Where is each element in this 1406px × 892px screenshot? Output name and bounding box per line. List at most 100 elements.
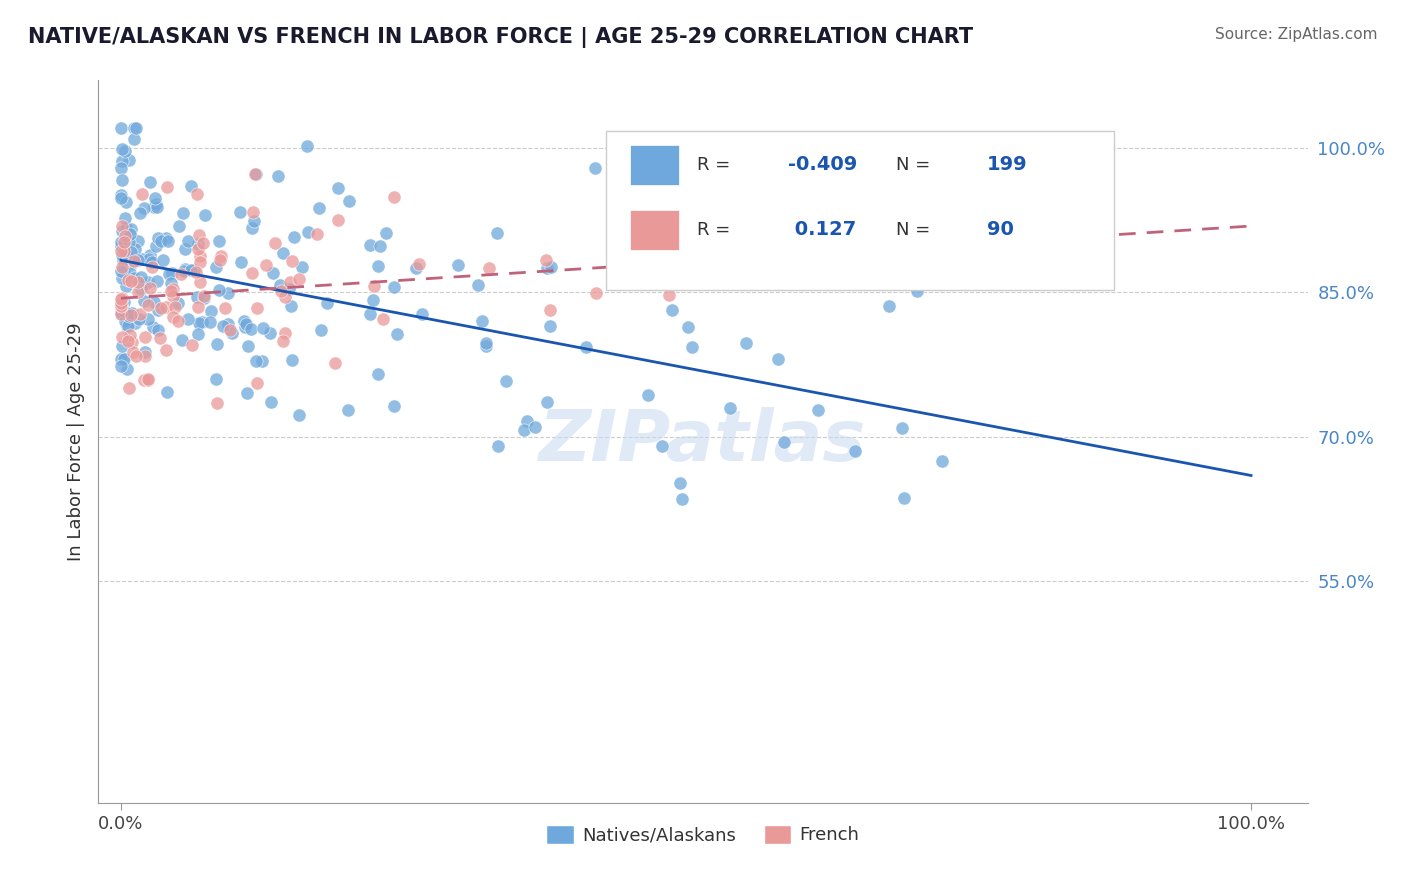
Point: [309, 323, 332, 337]
Point: [273, 246, 295, 260]
Point: [516, 415, 538, 429]
Point: [132, 201, 155, 215]
Point: [111, 329, 134, 343]
Point: [162, 310, 184, 324]
Point: [467, 278, 489, 293]
Point: [118, 380, 141, 394]
Point: [159, 284, 181, 298]
Point: [188, 249, 211, 263]
Point: [187, 242, 209, 256]
Point: [259, 394, 281, 409]
Point: [363, 279, 385, 293]
Point: [387, 327, 409, 342]
Point: [156, 179, 179, 194]
Point: [112, 253, 135, 268]
Point: [112, 352, 135, 367]
Point: [447, 258, 470, 272]
Point: [336, 403, 359, 417]
Point: [474, 338, 496, 352]
Point: [193, 289, 215, 303]
Point: [375, 227, 398, 241]
Bar: [630, 145, 679, 185]
Point: [198, 314, 221, 328]
Text: 90: 90: [987, 220, 1014, 239]
Point: [134, 330, 156, 344]
Point: [112, 244, 135, 259]
Point: [280, 299, 302, 313]
Point: [651, 439, 673, 453]
Point: [114, 145, 136, 159]
Point: [129, 270, 152, 285]
Point: [141, 260, 163, 275]
Point: [136, 372, 159, 386]
Point: [141, 255, 163, 269]
Point: [155, 231, 177, 245]
Point: [120, 244, 142, 259]
Point: [143, 191, 166, 205]
Point: [142, 319, 165, 334]
Point: [538, 302, 561, 317]
Point: [110, 219, 132, 233]
Point: [281, 254, 304, 268]
Point: [259, 326, 281, 340]
Point: [110, 188, 132, 202]
Point: [110, 239, 132, 253]
Y-axis label: In Labor Force | Age 25-29: In Labor Force | Age 25-29: [66, 322, 84, 561]
Text: 199: 199: [987, 155, 1028, 174]
Point: [146, 322, 169, 336]
Point: [136, 298, 159, 312]
Point: [486, 226, 509, 240]
Point: [139, 281, 162, 295]
Point: [110, 293, 132, 307]
Point: [139, 248, 162, 262]
Point: [146, 274, 169, 288]
Point: [138, 175, 160, 189]
Point: [208, 253, 231, 268]
Point: [229, 255, 252, 269]
Point: [115, 279, 138, 293]
Point: [188, 316, 211, 330]
Text: R =: R =: [697, 221, 735, 239]
Point: [893, 491, 915, 505]
Point: [367, 368, 389, 382]
Point: [124, 316, 146, 330]
Point: [536, 252, 558, 267]
Point: [373, 312, 395, 326]
Point: [146, 201, 169, 215]
Point: [111, 291, 134, 305]
Point: [112, 301, 135, 316]
Point: [111, 271, 134, 285]
Point: [807, 402, 830, 417]
Point: [278, 275, 301, 289]
Point: [111, 173, 134, 187]
Point: [262, 266, 284, 280]
Point: [478, 260, 501, 275]
Point: [240, 220, 263, 235]
Point: [295, 139, 318, 153]
Point: [110, 359, 132, 373]
Point: [132, 373, 155, 387]
Point: [538, 319, 561, 334]
Point: [540, 260, 562, 274]
Point: [191, 315, 214, 329]
Point: [187, 301, 209, 315]
Point: [235, 320, 257, 334]
Point: [180, 263, 202, 277]
Point: [167, 295, 190, 310]
Point: [187, 236, 209, 251]
Point: [149, 301, 172, 315]
Point: [110, 296, 132, 310]
Point: [143, 200, 166, 214]
Point: [194, 208, 217, 222]
Point: [148, 230, 170, 244]
Point: [243, 213, 266, 227]
Text: Source: ZipAtlas.com: Source: ZipAtlas.com: [1215, 27, 1378, 42]
Point: [585, 286, 607, 301]
Point: [115, 221, 138, 235]
Point: [115, 361, 138, 376]
Point: [145, 197, 167, 211]
Point: [337, 194, 360, 209]
Point: [204, 260, 226, 274]
Point: [681, 340, 703, 354]
Point: [162, 282, 184, 296]
